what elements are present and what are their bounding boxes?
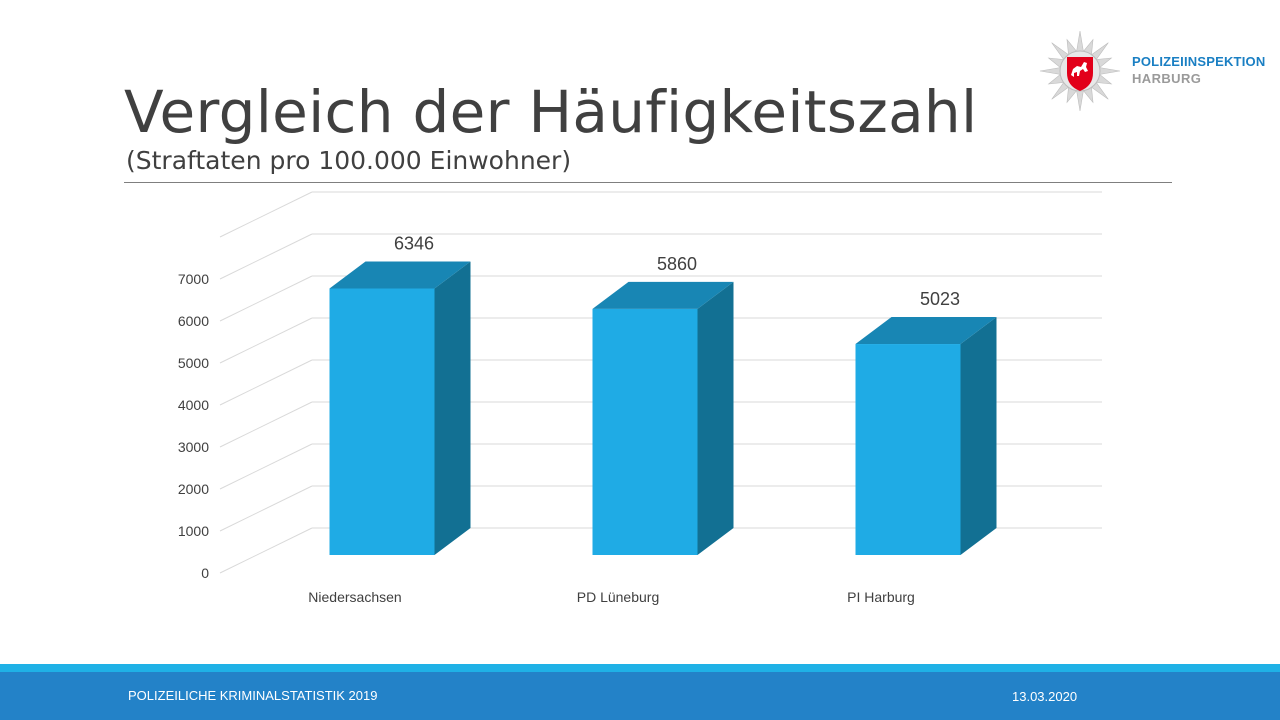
gridline-depth <box>219 233 313 280</box>
footer: POLIZEILICHE KRIMINALSTATISTIK 2019 13.0… <box>0 672 1280 720</box>
gridline-depth <box>219 485 313 532</box>
gridline-depth <box>219 401 313 448</box>
gridline-depth <box>219 191 313 238</box>
bar-front <box>855 344 961 555</box>
bar-front <box>592 308 698 555</box>
y-tick-label: 1000 <box>178 523 209 539</box>
x-category-label: PI Harburg <box>847 589 915 605</box>
y-tick-label: 4000 <box>178 397 209 413</box>
police-logo: POLIZEIINSPEKTION HARBURG <box>1036 28 1276 118</box>
footer-accent <box>0 664 1280 672</box>
bar-side <box>960 317 997 555</box>
y-tick-label: 6000 <box>178 313 209 329</box>
data-label: 6346 <box>394 233 434 253</box>
logo-org-sub: HARBURG <box>1132 71 1202 86</box>
gridline-depth <box>219 359 313 406</box>
title-divider <box>124 182 1172 183</box>
gridline-depth <box>219 527 313 574</box>
y-tick-label: 3000 <box>178 439 209 455</box>
y-tick-label: 2000 <box>178 481 209 497</box>
data-label: 5023 <box>920 289 960 309</box>
y-tick-label: 5000 <box>178 355 209 371</box>
footer-title: POLIZEILICHE KRIMINALSTATISTIK 2019 <box>128 688 378 703</box>
data-label: 5860 <box>657 254 697 274</box>
x-category-label: PD Lüneburg <box>577 589 660 605</box>
y-tick-label: 0 <box>201 565 209 581</box>
bar-top <box>855 317 997 345</box>
bar-top <box>592 281 734 309</box>
slide-title: Vergleich der Häufigkeitszahl <box>124 78 978 146</box>
bar-side <box>697 281 734 555</box>
gridline-depth <box>219 275 313 322</box>
gridline-depth <box>219 443 313 490</box>
footer-date: 13.03.2020 <box>1012 689 1078 704</box>
bar-top <box>329 261 471 289</box>
y-tick-label: 7000 <box>178 271 209 287</box>
bar-front <box>329 288 435 555</box>
gridline-depth <box>219 317 313 364</box>
x-category-label: Niedersachsen <box>308 589 401 605</box>
slide-subtitle: (Straftaten pro 100.000 Einwohner) <box>126 146 572 175</box>
police-star-icon <box>1039 30 1121 112</box>
logo-org-name: POLIZEIINSPEKTION <box>1132 54 1266 69</box>
bar-side <box>434 261 471 555</box>
